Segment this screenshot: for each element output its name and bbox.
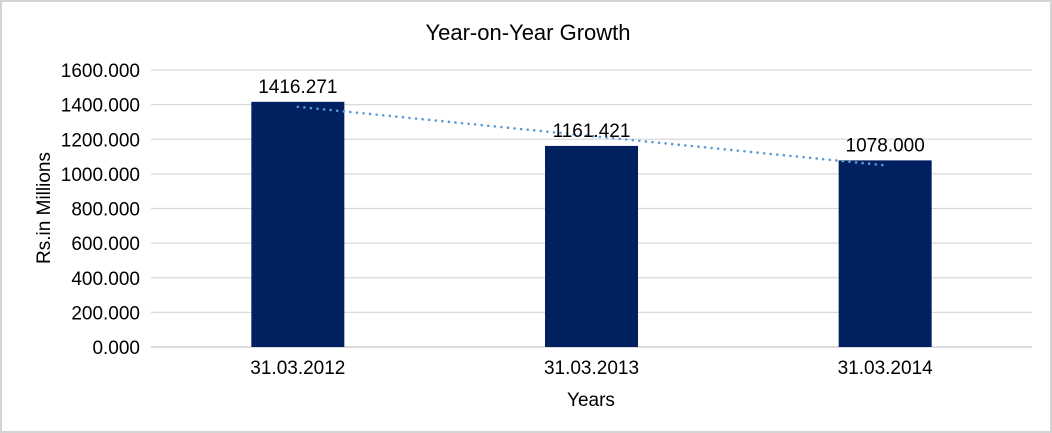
x-category-label: 31.03.2012 — [250, 358, 345, 379]
x-category-label: 31.03.2013 — [544, 358, 639, 379]
y-tick-label: 1400.000 — [61, 96, 140, 117]
y-axis-title: Rs.in Millions — [34, 152, 55, 264]
bar-value-label: 1416.271 — [258, 77, 337, 98]
y-tick-label: 400.000 — [71, 269, 140, 290]
y-tick-label: 800.000 — [71, 200, 140, 221]
y-tick-label: 200.000 — [71, 303, 140, 324]
x-category-label: 31.03.2014 — [838, 358, 934, 379]
trendline — [296, 105, 887, 167]
y-tick-label: 600.000 — [71, 234, 140, 255]
chart-title: Year-on-Year Growth — [425, 20, 630, 45]
trendline-layer — [296, 105, 887, 167]
x-axis-title: Years — [567, 390, 615, 411]
y-tick-label: 0.000 — [92, 338, 140, 359]
bar — [545, 145, 638, 347]
bar-value-label: 1078.000 — [846, 135, 925, 156]
y-tick-label: 1200.000 — [61, 130, 140, 151]
y-tick-label: 1000.000 — [61, 165, 140, 186]
bars-layer — [251, 101, 932, 348]
bar — [838, 160, 932, 347]
labels-layer: 1416.271 31.03.2012 1161.421 31.03.2013 1078… — [250, 77, 933, 379]
bar — [251, 101, 345, 348]
y-tick-label: 1600.000 — [61, 61, 140, 82]
bar-value-label: 1161.421 — [553, 121, 631, 142]
